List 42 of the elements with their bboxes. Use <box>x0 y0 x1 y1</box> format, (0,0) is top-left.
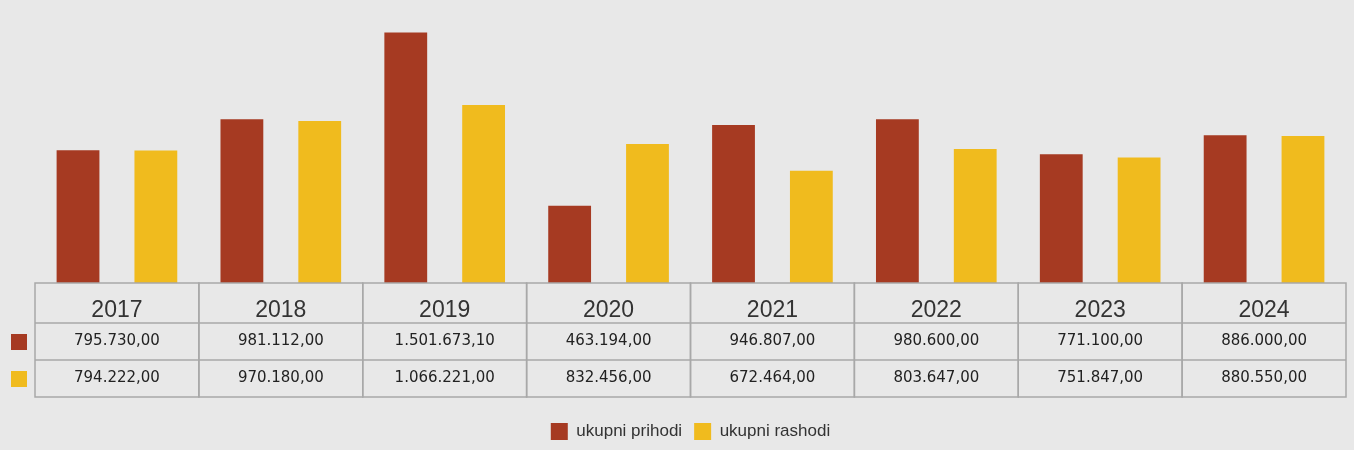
data-label: 803.647,00 <box>893 368 980 387</box>
data-label: 880.550,00 <box>1221 368 1308 387</box>
data-label: 981.112,00 <box>237 331 324 350</box>
bar <box>1281 136 1325 283</box>
data-label: 946.807,00 <box>729 331 816 350</box>
legend-label: ukupni rashodi <box>719 421 831 441</box>
bar <box>134 150 178 283</box>
x-tick-label: 2022 <box>910 296 962 323</box>
data-label: 795.730,00 <box>73 331 160 350</box>
data-label: 751.847,00 <box>1057 368 1144 387</box>
bar <box>298 121 342 283</box>
bar <box>548 205 592 283</box>
bar <box>953 148 997 283</box>
bar <box>384 32 428 283</box>
bar <box>1039 154 1083 283</box>
data-label: 832.456,00 <box>565 368 652 387</box>
bar <box>56 150 100 283</box>
data-label: 980.600,00 <box>893 331 980 350</box>
data-label: 886.000,00 <box>1221 331 1308 350</box>
data-label: 1.501.673,10 <box>394 331 495 350</box>
bar <box>789 170 833 283</box>
x-tick-label: 2017 <box>91 296 143 323</box>
bar <box>1117 157 1161 283</box>
x-tick-label: 2024 <box>1238 296 1290 323</box>
legend-label: ukupni prihodi <box>576 421 683 441</box>
data-label: 970.180,00 <box>237 368 324 387</box>
bar <box>220 119 264 283</box>
x-tick-label: 2018 <box>255 296 307 323</box>
x-tick-label: 2023 <box>1074 296 1126 323</box>
bar <box>712 125 755 283</box>
data-label: 1.066.221,00 <box>394 368 495 387</box>
x-tick-label: 2021 <box>746 296 799 323</box>
data-label: 794.222,00 <box>73 368 160 387</box>
data-label: 672.464,00 <box>729 368 816 387</box>
x-tick-label: 2020 <box>582 296 635 323</box>
bar <box>462 105 506 283</box>
data-label: 771.100,00 <box>1057 331 1144 350</box>
bar <box>875 119 919 283</box>
bar <box>1203 135 1247 283</box>
data-label: 463.194,00 <box>565 331 652 350</box>
bar <box>626 144 669 283</box>
x-tick-label: 2019 <box>419 296 471 323</box>
